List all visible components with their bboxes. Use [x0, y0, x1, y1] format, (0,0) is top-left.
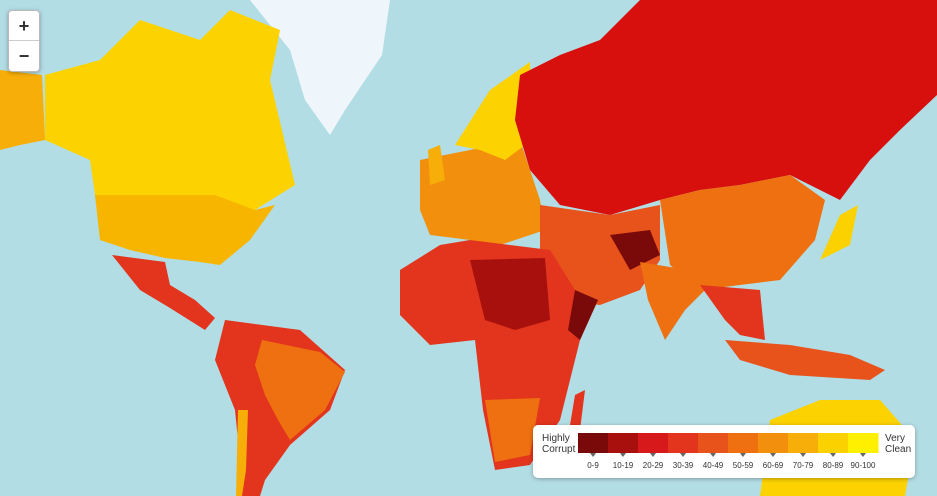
legend-tick [830, 453, 836, 457]
legend-tick [620, 453, 626, 457]
legend-tick [740, 453, 746, 457]
zoom-in[interactable]: + [9, 11, 39, 41]
africa [400, 240, 598, 470]
southern-africa [485, 398, 540, 462]
japan [820, 205, 858, 260]
legend-tick [710, 453, 716, 457]
legend-scale: 0-9 10-19 20-29 30-39 40-49 50-59 60-69 70-79 80… [578, 433, 879, 470]
legend-bin-label: 80-89 [823, 461, 844, 470]
se-asia [700, 285, 765, 340]
europe [420, 140, 545, 245]
sahel [470, 258, 550, 330]
legend-tick [590, 453, 596, 457]
legend-bin-label: 30-39 [673, 461, 694, 470]
afghanistan [610, 230, 660, 270]
legend-swatch [818, 433, 849, 453]
legend-low-line: Highly [542, 433, 570, 444]
legend-bin-label: 70-79 [793, 461, 814, 470]
legend-bin-label: 90-100 [851, 461, 876, 470]
legend-swatch [638, 433, 669, 453]
legend-swatch [788, 433, 819, 453]
brazil [255, 340, 345, 440]
legend-tick [650, 453, 656, 457]
legend-tick [770, 453, 776, 457]
russia [515, 0, 937, 215]
legend-bin-label: 40-49 [703, 461, 724, 470]
chile [236, 410, 248, 496]
legend-tick [680, 453, 686, 457]
legend-low-line: Corrupt [542, 444, 576, 455]
legend-tick [860, 453, 866, 457]
middle-east [540, 205, 660, 305]
uk [428, 145, 445, 185]
legend-low: Highly Corrupt [542, 433, 575, 455]
zoom-control: + − [8, 10, 40, 72]
indonesia [725, 340, 885, 380]
india [640, 262, 705, 340]
usa [95, 195, 275, 265]
legend-swatch [668, 433, 699, 453]
legend-swatch [608, 433, 639, 453]
legend-bin-label: 10-19 [613, 461, 634, 470]
legend-bin-label: 60-69 [763, 461, 784, 470]
legend-bin-label: 50-59 [733, 461, 754, 470]
legend-high-line: Clean [885, 444, 912, 455]
scandinavia [455, 62, 532, 160]
legend-swatch [848, 433, 879, 453]
legend-tick [800, 453, 806, 457]
legend-high-line: Very [885, 433, 906, 444]
greenland [250, 0, 390, 135]
zoom-out[interactable]: − [18, 46, 30, 66]
madagascar [570, 390, 585, 430]
canada [45, 10, 295, 265]
legend-swatch [698, 433, 729, 453]
mexico [112, 255, 215, 330]
legend-high: Very Clean [885, 433, 911, 455]
legend-bin-label: 0-9 [587, 461, 599, 470]
legend-swatch [758, 433, 789, 453]
china [660, 175, 825, 290]
legend-swatch [728, 433, 759, 453]
legend: 0-9 10-19 20-29 30-39 40-49 50-59 60-69 70-79 80… [533, 425, 915, 478]
somalia [568, 290, 598, 340]
alaska [0, 70, 45, 150]
legend-swatch [578, 433, 609, 453]
legend-bin-label: 20-29 [643, 461, 664, 470]
